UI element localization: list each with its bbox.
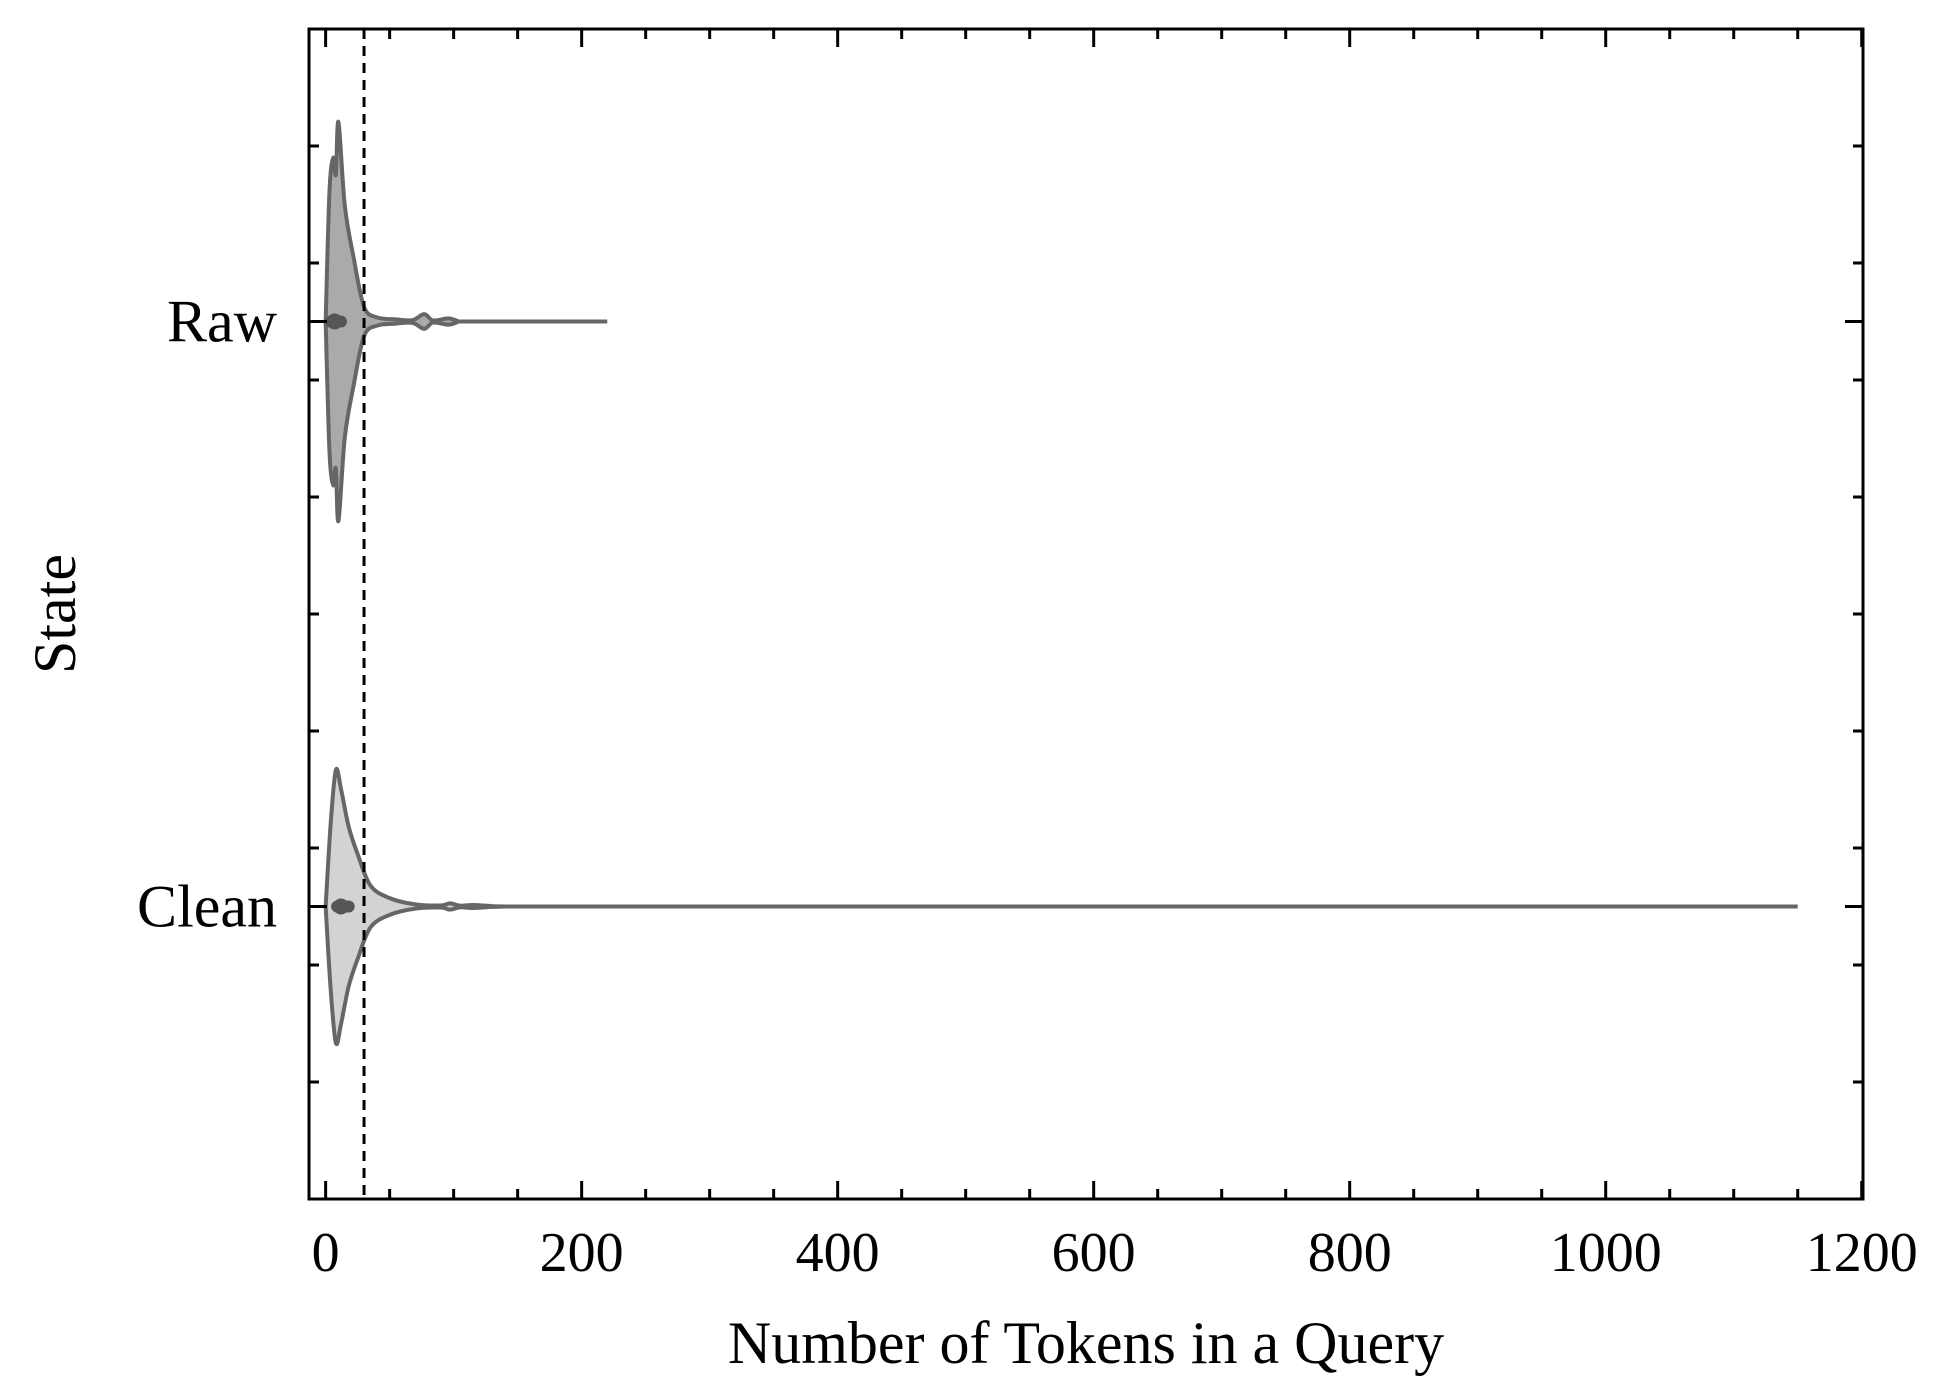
x-tick-label: 1200 (1806, 1222, 1918, 1284)
plot-frame (307, 27, 1865, 1201)
labels-layer: 0 200 400 600 800 1000 1200 Raw Clean (137, 289, 1918, 1285)
x-tick-label: 0 (312, 1222, 340, 1284)
y-axis-label: State (22, 554, 88, 674)
x-axis-label: Number of Tokens in a Query (728, 1310, 1444, 1376)
x-tick-label: 600 (1052, 1222, 1136, 1284)
violins-layer (323, 119, 1798, 1047)
violin-clean (323, 766, 1798, 1047)
median-marker-clean (333, 898, 350, 915)
x-tick-label: 1000 (1550, 1222, 1662, 1284)
x-tick-label: 200 (540, 1222, 624, 1284)
x-tick-label: 400 (796, 1222, 880, 1284)
y-category-label-raw: Raw (167, 289, 278, 355)
violin-body-raw (323, 119, 461, 524)
violin-raw (323, 119, 608, 524)
median-marker-raw (326, 313, 343, 330)
x-tick-label: 800 (1308, 1222, 1392, 1284)
violin-body-clean (323, 766, 507, 1047)
y-category-label-clean: Clean (137, 874, 277, 940)
